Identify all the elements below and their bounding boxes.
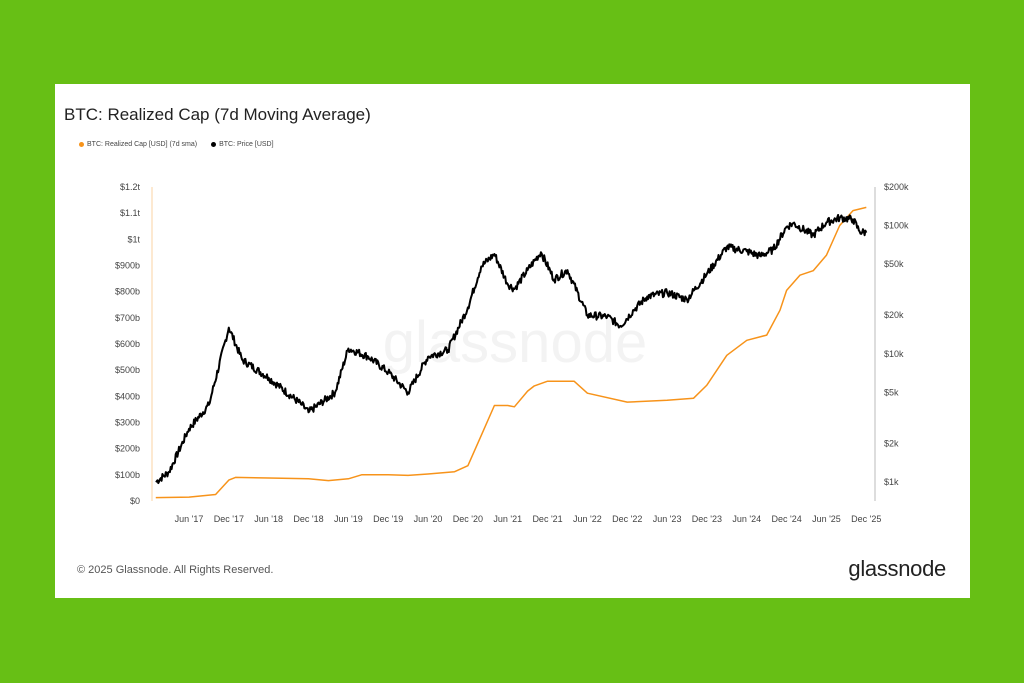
x-tick-label: Dec '20 [453,514,483,524]
legend-item-price[interactable]: BTC: Price [USD] [211,141,274,148]
x-tick-label: Dec '18 [293,514,323,524]
x-tick-label: Jun '17 [175,514,204,524]
x-tick-label: Jun '21 [493,514,522,524]
x-tick-label: Jun '25 [812,514,841,524]
black-dot-icon [211,141,217,147]
y-left-tick-label: $200b [115,444,140,454]
x-tick-label: Dec '22 [612,514,642,524]
legend-label: BTC: Price [USD] [219,141,274,148]
y-left-tick-label: $500b [115,365,140,375]
y-right-tick-label: $5k [884,387,899,397]
y-right-tick-label: $200k [884,182,909,192]
legend-item-realized-cap[interactable]: BTC: Realized Cap [USD] (7d sma) [79,141,197,148]
x-tick-label: Jun '23 [653,514,682,524]
legend-label: BTC: Realized Cap [USD] (7d sma) [87,141,198,148]
price-line [155,214,868,485]
x-tick-label: Dec '24 [771,514,801,524]
chart-card: BTC: Realized Cap (7d Moving Average) BT… [55,84,970,598]
x-tick-label: Jun '24 [732,514,761,524]
y-right-tick-label: $20k [884,310,904,320]
orange-dot-icon [79,141,84,147]
x-tick-label: Jun '22 [573,514,602,524]
x-tick-label: Dec '25 [851,514,881,524]
watermark: glassnode [383,310,647,375]
y-left-tick-label: $300b [115,418,140,428]
copyright: © 2025 Glassnode. All Rights Reserved. [77,564,274,576]
y-right-tick-label: $50k [884,259,904,269]
x-tick-label: Dec '19 [373,514,403,524]
y-left-tick-label: $900b [115,261,140,271]
y-right-tick-label: $10k [884,349,904,359]
y-right-tick-label: $100k [884,221,909,231]
y-left-tick-label: $1.2t [120,182,141,192]
x-tick-label: Jun '18 [254,514,283,524]
x-tick-label: Dec '23 [692,514,722,524]
x-tick-label: Jun '20 [414,514,443,524]
y-left-tick-label: $700b [115,313,140,323]
y-left-tick-label: $1t [127,234,140,244]
x-tick-label: Jun '19 [334,514,363,524]
y-left-tick-label: $1.1t [120,208,141,218]
y-left-tick-label: $400b [115,391,140,401]
glassnode-logo: glassnode [848,556,946,581]
y-left-tick-label: $600b [115,339,140,349]
y-left-tick-label: $100b [115,470,140,480]
y-right-tick-label: $2k [884,438,899,448]
y-left-tick-label: $0 [130,496,140,506]
x-tick-label: Dec '21 [532,514,562,524]
x-tick-label: Dec '17 [214,514,244,524]
y-right-tick-label: $1k [884,477,899,487]
chart-title: BTC: Realized Cap (7d Moving Average) [64,105,371,124]
y-left-tick-label: $800b [115,287,140,297]
legend: BTC: Realized Cap [USD] (7d sma) BTC: Pr… [79,141,274,148]
